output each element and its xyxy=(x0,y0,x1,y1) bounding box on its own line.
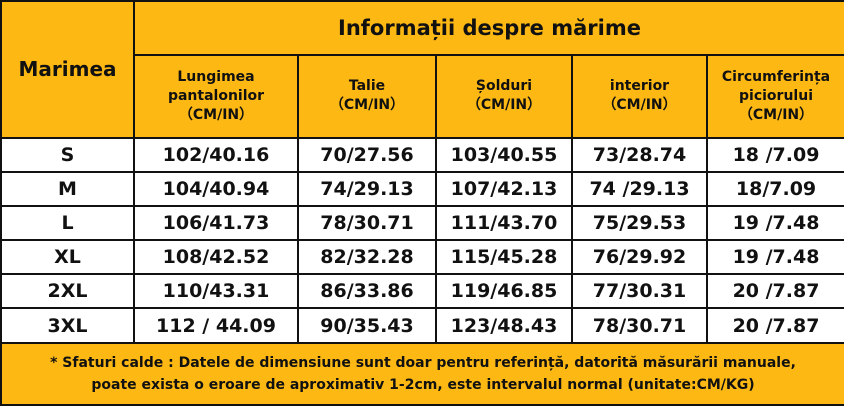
column-header: Talie （CM/IN） xyxy=(297,54,437,139)
size-cell: XL xyxy=(0,239,135,276)
data-row: 3XL 112 / 44.09 90/35.43 123/48.43 78/30.71 2… xyxy=(0,307,844,344)
size-cell: M xyxy=(0,170,135,207)
column-header: interior （CM/IN） xyxy=(571,54,708,139)
data-cell: 104/40.94 xyxy=(133,170,299,207)
header-line: piciorului xyxy=(739,87,813,104)
data-cell: 74/29.13 xyxy=(297,170,437,207)
data-cell: 18/7.09 xyxy=(705,170,844,207)
data-cell: 108/42.52 xyxy=(133,239,299,276)
data-cell: 103/40.55 xyxy=(435,136,573,173)
data-cell: 123/48.43 xyxy=(435,307,573,344)
data-cell: 107/42.13 xyxy=(435,170,573,207)
size-cell: L xyxy=(0,204,135,242)
data-cell: 90/35.43 xyxy=(297,307,437,344)
column-header-row: Lungimea pantalonilor （CM/IN） Talie （CM/IN） Ș… xyxy=(1,54,844,139)
data-cell: 18 /7.09 xyxy=(705,136,844,173)
data-cell: 20 /7.87 xyxy=(705,307,844,344)
column-header: Lungimea pantalonilor （CM/IN） xyxy=(133,54,299,139)
data-cell: 78/30.71 xyxy=(571,307,708,344)
data-cell: 106/41.73 xyxy=(133,204,299,242)
header-line: Talie xyxy=(348,78,386,95)
table-title: Informații despre mărime xyxy=(132,0,844,57)
data-cell: 74 /29.13 xyxy=(571,170,708,207)
header-line: （CM/IN） xyxy=(178,106,254,123)
data-row: S 102/40.16 70/27.56 103/40.55 73/28.74 18 /7… xyxy=(0,136,844,173)
data-row: M 104/40.94 74/29.13 107/42.13 74 /29.13 18/7… xyxy=(0,170,844,207)
column-header: Circumferința piciorului （CM/IN） xyxy=(705,54,844,139)
data-cell: 77/30.31 xyxy=(571,273,708,310)
size-cell: 2XL xyxy=(0,273,135,310)
header-line: Circumferința xyxy=(721,68,831,85)
data-cell: 70/27.56 xyxy=(297,136,437,173)
note-row: * Sfaturi calde : Datele de dimensiune s… xyxy=(0,341,844,406)
note: * Sfaturi calde : Datele de dimensiune s… xyxy=(0,341,844,406)
data-cell: 76/29.92 xyxy=(571,239,708,276)
data-cell: 19 /7.48 xyxy=(705,204,844,242)
data-cell: 78/30.71 xyxy=(297,204,437,242)
data-cell: 110/43.31 xyxy=(133,273,299,310)
header-line: （CM/IN） xyxy=(466,97,542,114)
data-cell: 112 / 44.09 xyxy=(133,307,299,344)
header-line: pantalonilor xyxy=(167,87,265,104)
data-row: 2XL 110/43.31 86/33.86 119/46.85 77/30.31 20 … xyxy=(0,273,844,310)
data-cell: 111/43.70 xyxy=(435,204,573,242)
data-cell: 102/40.16 xyxy=(133,136,299,173)
column-header: Șolduri （CM/IN） xyxy=(435,54,573,139)
size-cell: S xyxy=(0,136,135,173)
data-cell: 86/33.86 xyxy=(297,273,437,310)
size-cell: 3XL xyxy=(0,307,135,344)
data-cell: 75/29.53 xyxy=(571,204,708,242)
data-cell: 119/46.85 xyxy=(435,273,573,310)
header-line: Lungimea xyxy=(177,68,255,85)
data-row: XL 108/42.52 82/32.28 115/45.28 76/29.92 19 /… xyxy=(0,239,844,276)
header-line: Șolduri xyxy=(475,78,533,95)
data-cell: 73/28.74 xyxy=(571,136,708,173)
data-cell: 115/45.28 xyxy=(435,239,573,276)
data-cell: 19 /7.48 xyxy=(705,239,844,276)
data-cell: 82/32.28 xyxy=(297,239,437,276)
data-cell: 20 /7.87 xyxy=(705,273,844,310)
data-row: L 106/41.73 78/30.71 111/43.70 75/29.53 19 /7… xyxy=(0,204,844,242)
header-line: interior xyxy=(609,78,670,95)
header-line: （CM/IN） xyxy=(602,97,677,114)
header-row: Marimea Informații despre mărime xyxy=(0,0,844,139)
header-line: （CM/IN） xyxy=(329,97,405,114)
header-line: （CM/IN） xyxy=(738,106,814,123)
row-header: Marimea xyxy=(0,0,135,139)
